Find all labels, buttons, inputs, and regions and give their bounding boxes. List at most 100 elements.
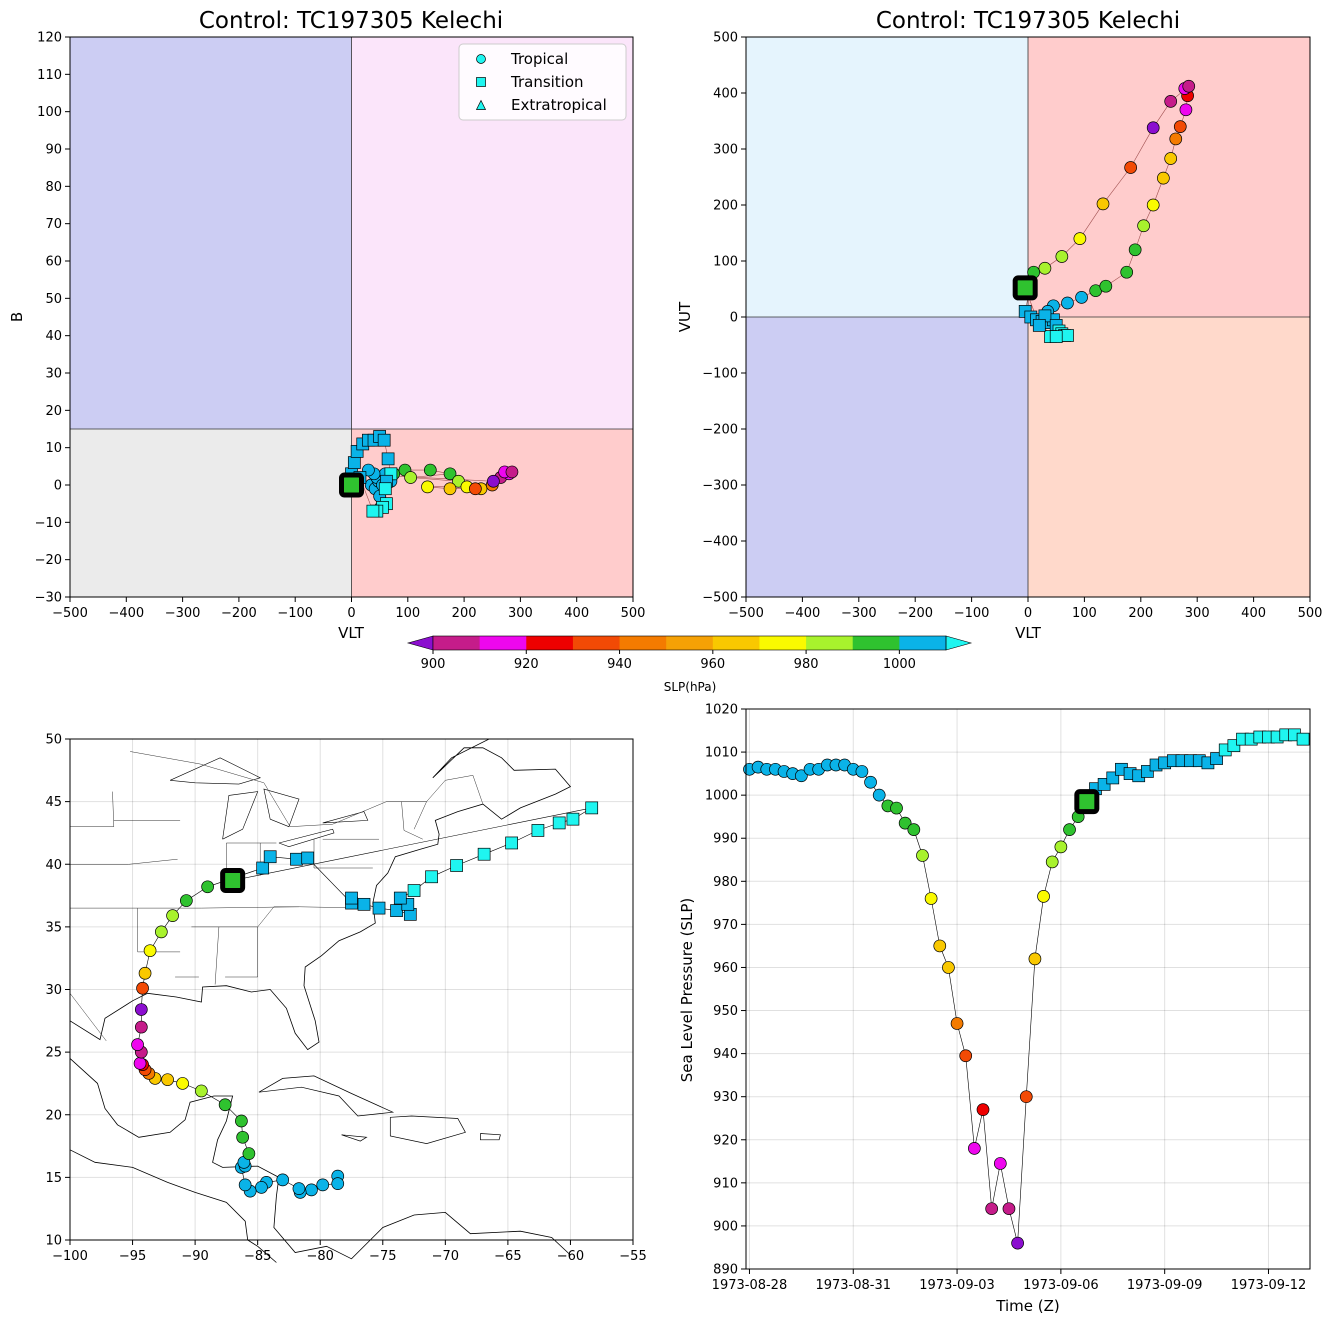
x-tick-label: −100 [277,606,313,621]
tropical-point [421,480,434,494]
tropical-point [890,801,903,815]
state-border [401,801,423,840]
tropical-point [443,467,457,481]
x-tick-label: −85 [244,1249,271,1264]
tropical-point [1146,198,1160,212]
coastline-central-america [69,1058,571,1260]
tropical-point [161,1073,174,1087]
coastline-north-america [69,738,633,1051]
legend-box [458,43,627,121]
quadrant-upper-left [746,37,1028,317]
x-tick-label: 400 [1241,606,1266,621]
tropical-point [1169,132,1183,146]
x-axis-label-4: Time (Z) [995,1297,1059,1315]
transition-point [378,482,392,496]
tropical-point [1045,855,1059,869]
current-position-marker [1074,789,1100,815]
state-border [69,993,107,1042]
tropical-point [933,939,947,953]
y-tick-label: 0 [730,311,738,326]
y-tick-label: −300 [702,479,738,494]
phase-space-b-vs-vlt: Control: TC197305 Kelechi −500 −400 −300 −2… [8,8,645,642]
y-tick-label: 990 [713,832,738,847]
current-position-marker [339,472,364,498]
colorbar-tick-label: 960 [700,657,725,672]
great-lake [222,791,259,840]
x-tick-label: −200 [897,606,933,621]
colorbar-segment [852,636,900,650]
x-tick-label: −500 [52,606,88,621]
y-tick-label: 910 [713,1176,738,1191]
tropical-point [1099,279,1113,293]
y-tick-label: 30 [45,367,62,382]
tropical-point [180,894,193,907]
colorbar-segment [806,636,854,650]
y-tick-label: 15 [45,1171,62,1186]
tropical-point [238,1178,252,1192]
tropical-point [255,1181,268,1194]
map-background [70,739,633,1240]
transition-point [566,812,580,826]
state-border [413,801,427,830]
state-border [70,906,372,909]
tropical-point [134,1003,148,1016]
x-tick-label: 1973-09-03 [919,1278,995,1293]
y-tick-label: −20 [35,553,62,568]
tropical-point [1055,250,1069,263]
y-tick-label: 100 [37,105,62,120]
island-jamaica [341,1134,368,1142]
tropical-point [855,765,869,778]
transition-point [450,859,463,872]
x-tick-label: −95 [119,1249,146,1264]
y-tick-label: 80 [45,180,62,195]
y-tick-label: 400 [713,87,738,102]
x-axis-label-2: VLT [1015,624,1042,642]
great-lake [263,788,300,828]
current-position-marker [1012,275,1038,301]
x-tick-label: 500 [1298,606,1323,621]
state-border [214,926,220,985]
tropical-point [1096,197,1110,211]
colorbar-segment [479,636,527,650]
y-tick-label: 45 [45,795,62,810]
tropical-point [404,471,417,484]
tropical-point [907,823,921,836]
x-tick-label: 200 [1128,606,1153,621]
transition-point [552,816,566,830]
tropical-point [795,769,808,783]
colorbar-segment [572,636,621,650]
tropical-point [924,892,938,905]
tropical-point [942,961,955,974]
legend: Tropical Transition Extratropical [458,43,627,121]
tropical-point [305,1183,318,1197]
tropical-point [1063,823,1076,836]
tropical-point [1061,296,1074,310]
colorbar-segment [899,636,947,650]
phase-space-vut-vs-vlt: Control: TC197305 Kelechi −500 −400 −300 −2… [676,8,1322,642]
tropical-point [154,925,168,939]
x-axis-label-1: VLT [338,624,365,642]
y-tick-label: −10 [35,516,62,531]
transition-point [425,870,438,884]
tropical-point [1137,219,1150,233]
tropical-point [236,1130,250,1144]
tropical-point [1164,95,1178,108]
tropical-point [1019,1090,1033,1104]
transition-point [366,504,380,518]
y-tick-label: 35 [45,920,62,935]
x-tick-label: −75 [369,1249,396,1264]
y-tick-label: 890 [713,1263,738,1278]
y-tick-label: 60 [45,255,62,270]
y-tick-label: 120 [37,31,62,46]
quadrant-lower-right [351,429,633,597]
tropical-point [1146,121,1160,135]
colorbar-tick-label: 940 [607,657,632,672]
y-tick-label: 30 [45,983,62,998]
transition-point [477,847,491,861]
tropical-point [993,1157,1007,1170]
x-tick-label: −80 [307,1249,334,1264]
x-tick-label: 1973-09-09 [1127,1278,1203,1293]
x-tick-label: −400 [108,606,144,621]
colorbar-extend-high [945,635,973,651]
x-tick-label: 200 [452,606,477,621]
